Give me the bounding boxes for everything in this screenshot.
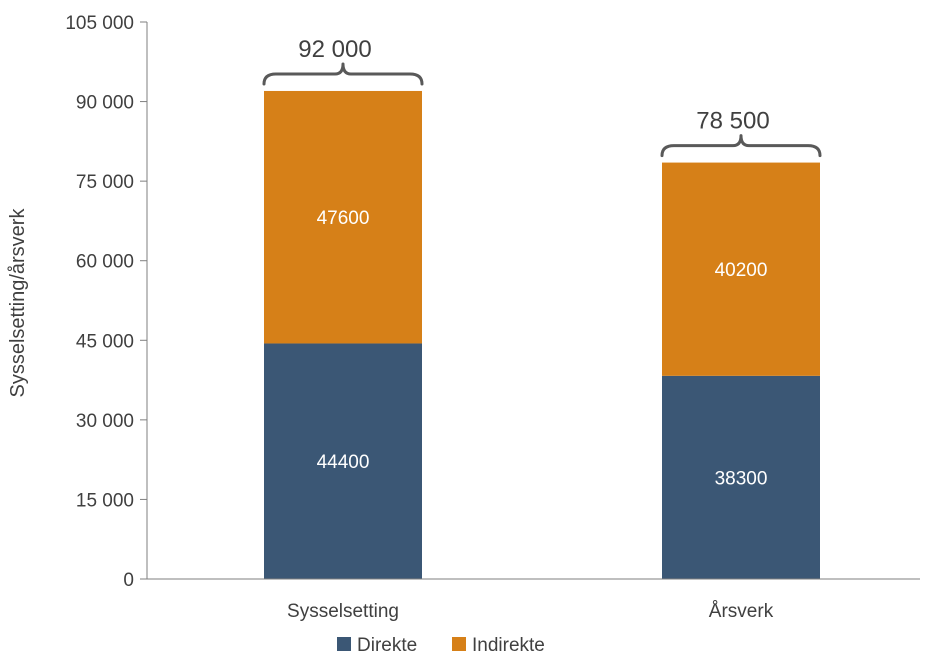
bar-data-label: 47600: [317, 208, 370, 229]
y-tick-label: 105 000: [65, 13, 134, 34]
y-tick-label: 75 000: [76, 172, 134, 193]
bar-data-label: 44400: [317, 452, 370, 473]
bars: 44400 47600 38300 40200: [264, 90, 820, 579]
y-tick-label: 60 000: [76, 252, 134, 273]
x-category-label: Sysselsetting: [287, 601, 399, 622]
total-braces: 92 000 78 500: [262, 36, 822, 158]
legend-swatch-direkte: [337, 637, 351, 651]
y-axis-title: Sysselsetting/årsverk: [7, 208, 29, 398]
y-tick-label: 45 000: [76, 331, 134, 352]
total-label: 92 000: [298, 36, 371, 63]
total-label: 78 500: [696, 108, 769, 135]
bar-segment-indirekte: [264, 90, 422, 344]
legend: Direkte Indirekte: [337, 635, 545, 654]
x-category-label: Årsverk: [709, 601, 774, 622]
legend-label-indirekte: Indirekte: [472, 635, 545, 654]
legend-swatch-indirekte: [452, 637, 466, 651]
bar-segment-indirekte: [662, 162, 820, 376]
y-tick-label: 15 000: [76, 490, 134, 511]
bar-segment-direkte: [662, 375, 820, 579]
y-tick-label: 90 000: [76, 93, 134, 114]
bar-data-label: 38300: [715, 468, 768, 489]
total-brace: [262, 62, 424, 86]
legend-label-direkte: Direkte: [357, 635, 417, 654]
y-axis: 0 15 000 30 000 45 000 60 000 75 000 90 000 105…: [65, 13, 148, 591]
y-tick-label: 30 000: [76, 411, 134, 432]
x-axis: Sysselsetting Årsverk: [147, 578, 920, 622]
bar-data-label: 40200: [715, 260, 768, 281]
bar-segment-direkte: [264, 343, 422, 579]
total-brace: [660, 134, 822, 158]
y-tick-label: 0: [123, 570, 134, 591]
